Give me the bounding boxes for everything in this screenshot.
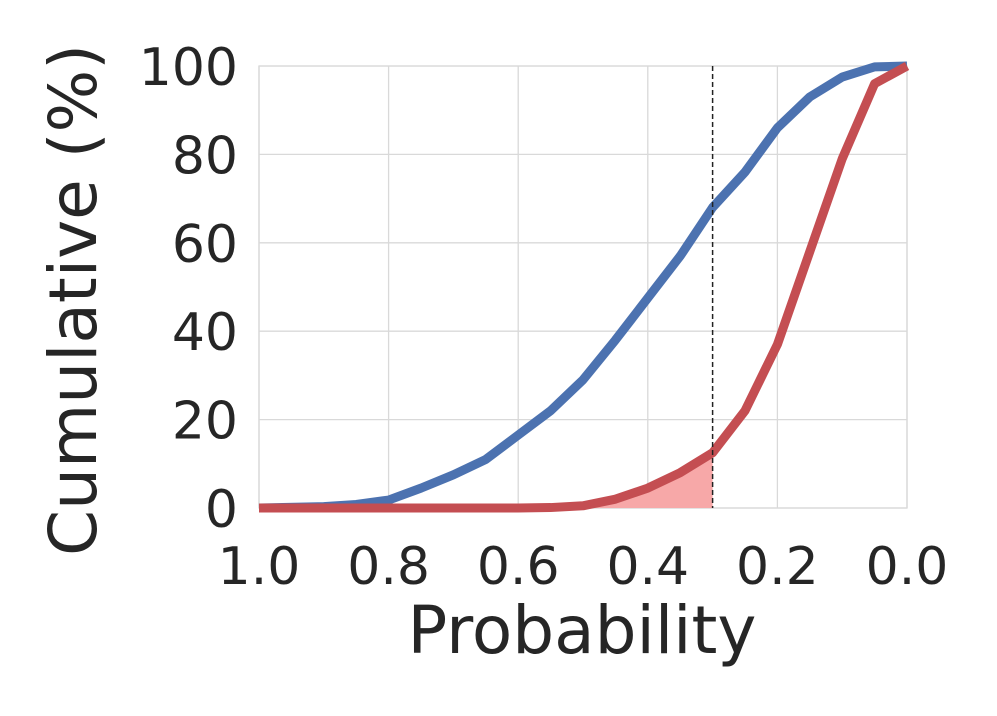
x-tick-label: 0.8 — [347, 537, 430, 597]
y-tick-label: 20 — [172, 392, 238, 452]
x-tick-label: 0.6 — [477, 537, 560, 597]
x-tick-label: 1.0 — [218, 537, 301, 597]
x-axis-label: Probability — [408, 592, 757, 669]
x-tick-label: 0.0 — [866, 537, 949, 597]
series-line-1 — [258, 61, 908, 513]
y-tick-label: 60 — [172, 215, 238, 275]
tick-label-layer: 1.0 0.8 0.6 0.4 0.2 0.0 0 20 40 60 80 100 — [139, 38, 949, 597]
x-tick-label: 0.2 — [736, 537, 819, 597]
plot-frame — [258, 65, 908, 509]
series-line-2 — [259, 62, 910, 513]
y-tick-label: 100 — [139, 38, 238, 98]
series-layer — [258, 61, 910, 513]
shaded-area-layer — [259, 452, 713, 508]
y-tick-label: 0 — [205, 480, 238, 540]
y-axis-label: Cumulative (%) — [35, 44, 112, 556]
y-tick-label: 40 — [172, 303, 238, 363]
grid — [258, 65, 908, 509]
shaded-region — [259, 452, 713, 508]
x-tick-label: 0.4 — [606, 537, 689, 597]
y-tick-label: 80 — [172, 126, 238, 186]
